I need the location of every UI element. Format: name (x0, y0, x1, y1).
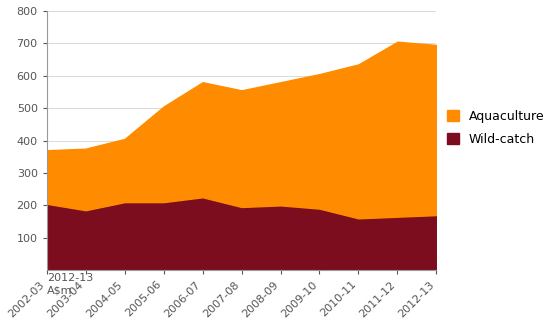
Text: 2012-13
A$m: 2012-13 A$m (47, 274, 93, 295)
Legend: Aquaculture, Wild-catch: Aquaculture, Wild-catch (447, 110, 545, 146)
